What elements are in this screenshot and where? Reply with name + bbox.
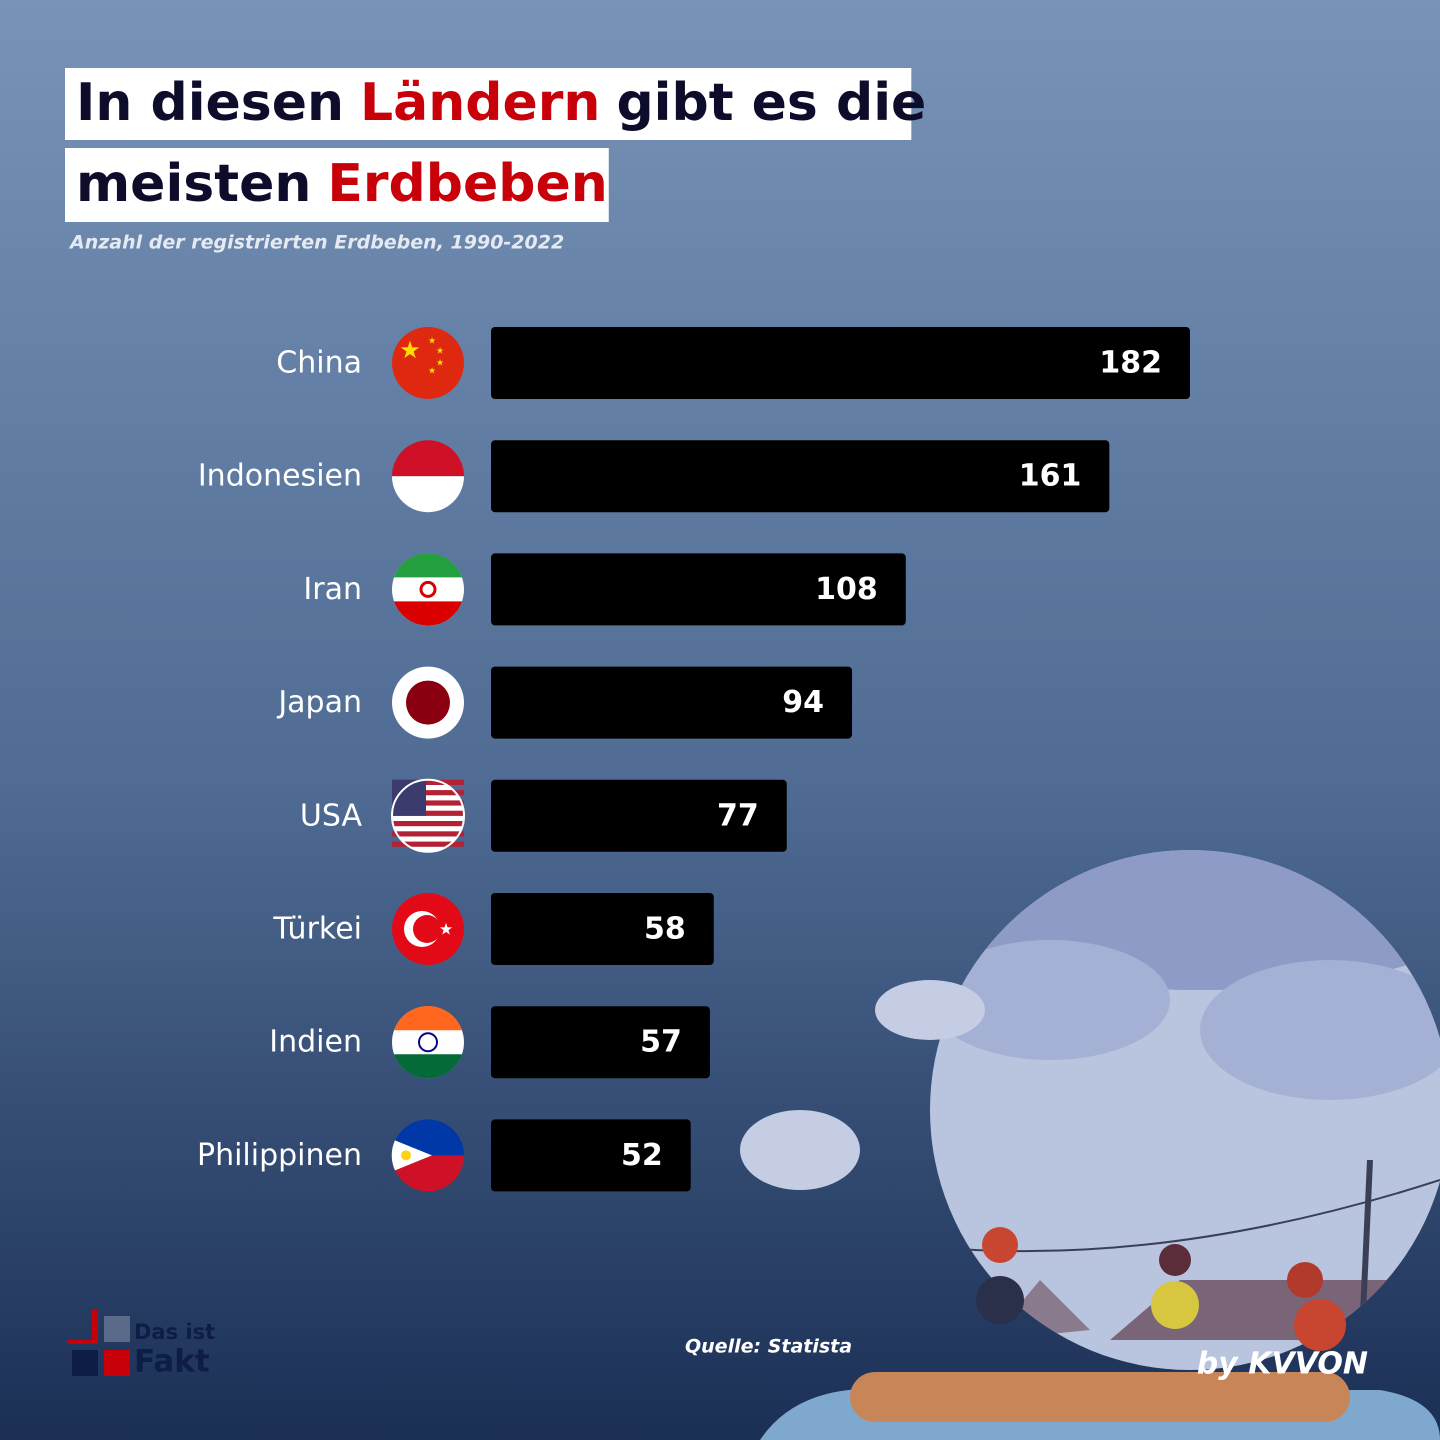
flag-icon	[392, 553, 464, 626]
title-segment: gibt es die	[616, 73, 926, 133]
flag-ring	[391, 778, 465, 853]
value-label: 94	[782, 685, 824, 720]
flag	[406, 680, 450, 725]
category-label: China	[276, 346, 362, 381]
logo-text: Fakt	[134, 1344, 210, 1380]
bar	[491, 553, 906, 626]
category-label: Indien	[269, 1025, 362, 1060]
logo-text: Das ist	[134, 1320, 215, 1344]
title-segment: meisten	[76, 154, 311, 214]
flag-stripe	[392, 810, 464, 816]
title-box	[65, 148, 609, 222]
flag	[392, 327, 464, 399]
value-label: 108	[815, 572, 878, 607]
flag	[394, 553, 462, 578]
flag-star: ★	[399, 336, 421, 364]
logo: Das ist Fakt	[68, 1310, 215, 1380]
title: In diesen Ländern gibt es die meisten Erdbeb…	[65, 68, 926, 222]
bar	[491, 893, 714, 965]
flag	[419, 580, 437, 598]
bar	[491, 440, 1110, 513]
flag-icon	[392, 666, 464, 739]
flag	[391, 1140, 432, 1171]
bar	[491, 1119, 691, 1192]
value-label: 161	[1019, 459, 1082, 494]
title-line: In diesen Ländern gibt es die	[76, 73, 926, 133]
flag-icon	[391, 778, 465, 853]
title-box	[65, 68, 912, 140]
category-label: Iran	[303, 572, 362, 607]
flag-icon	[392, 1006, 464, 1079]
value-label: 182	[1099, 346, 1162, 381]
value-label: 58	[644, 912, 686, 947]
flag	[394, 1054, 462, 1079]
value-label: 77	[717, 798, 759, 833]
flag	[392, 1155, 464, 1192]
flag-stripe	[392, 821, 464, 827]
flag	[392, 476, 464, 513]
category-label: Japan	[276, 685, 362, 720]
flag-star: ★	[428, 367, 436, 377]
flag-icon	[392, 440, 464, 513]
flag-star: ★	[439, 920, 453, 939]
flag-star: ★	[436, 359, 444, 369]
value-label: 52	[621, 1138, 663, 1173]
flag-star: ★	[436, 347, 444, 357]
subtitle: Anzahl der registrierten Erdbeben, 1990-…	[68, 232, 564, 254]
bar	[491, 666, 853, 739]
flag-stripe	[392, 831, 464, 837]
title-segment: In diesen	[76, 73, 344, 133]
flag-stripe	[392, 779, 464, 785]
title-segment: Ländern	[360, 73, 600, 133]
bar	[491, 327, 1190, 399]
flag-stripe	[392, 790, 464, 796]
title-segment: Erdbeben	[327, 154, 607, 214]
category-label: Türkei	[272, 912, 362, 947]
category-label: Philippinen	[197, 1138, 362, 1173]
flag	[418, 1032, 438, 1053]
flag	[392, 440, 464, 477]
credit: by KVVON	[1197, 1347, 1368, 1382]
flag	[394, 601, 462, 626]
flag-icon: ★	[392, 893, 464, 965]
category-label: Indonesien	[198, 459, 362, 494]
flag-star: ★	[428, 337, 436, 347]
flag-stripe	[392, 800, 464, 806]
flag-icon: ★ ★★★★	[392, 327, 464, 399]
bar	[491, 779, 787, 852]
flag-stripe	[392, 841, 464, 847]
flag	[392, 1119, 464, 1156]
source: Quelle: Statista	[685, 1336, 852, 1358]
flag	[401, 1150, 411, 1161]
category-label: USA	[300, 798, 363, 833]
flag	[394, 1006, 462, 1031]
flag-icon	[391, 1119, 464, 1192]
flag	[413, 915, 441, 943]
bar	[491, 1006, 710, 1079]
title-line: meisten Erdbeben	[76, 154, 608, 214]
value-label: 57	[640, 1025, 682, 1060]
